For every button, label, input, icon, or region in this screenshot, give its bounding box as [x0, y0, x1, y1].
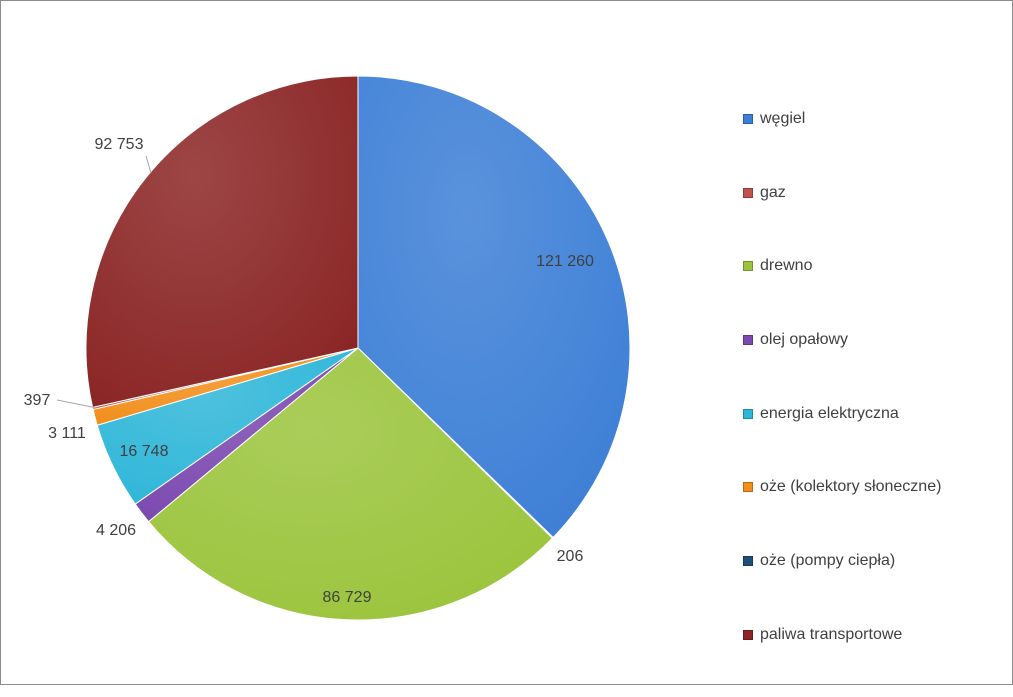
data-label-oze-pompy-ciepla: 206	[557, 548, 584, 565]
legend-swatch	[743, 335, 753, 346]
data-label-paliwa-transportowe: 92 753	[95, 136, 144, 153]
legend-item-oze-pompy-ciepla: oże (pompy ciepła)	[743, 549, 941, 573]
pie-slice-paliwa-transportowe	[85, 75, 359, 408]
legend-label: oże (pompy ciepła)	[760, 552, 896, 570]
legend-swatch	[743, 629, 753, 640]
data-label-energia-elektryczna: 16 748	[120, 443, 169, 460]
data-label-gaz: 397	[24, 392, 51, 409]
legend-item-oze-kolektory-sloneczne: oże (kolektory słoneczne)	[743, 475, 941, 499]
data-label-drewno: 86 729	[323, 589, 372, 606]
legend-swatch	[743, 261, 753, 272]
legend-item-wegiel: węgiel	[743, 107, 941, 131]
legend-swatch	[743, 556, 753, 567]
legend-label: węgiel	[760, 110, 806, 127]
legend-item-gaz: gaz	[743, 181, 941, 205]
legend-label: paliwa transportowe	[760, 625, 903, 643]
legend-swatch	[743, 114, 753, 124]
legend-item-energia-elektryczna: energia elektryczna	[743, 402, 941, 426]
legend-item-drewno: drewno	[743, 254, 941, 278]
legend-swatch	[743, 408, 753, 419]
pie-chart: 121 260 206 86 729 4 206 16 748 3 111 397 92 75…	[24, 75, 631, 621]
leader-line-gaz	[56, 399, 98, 409]
legend-label: energia elektryczna	[760, 404, 899, 422]
legend-swatch	[743, 187, 753, 198]
legend-label: gaz	[760, 183, 786, 201]
data-label-oze-kolektory-sloneczne: 3 111	[48, 425, 86, 442]
legend-swatch	[743, 482, 753, 493]
leader-line-paliwa-transportowe	[145, 155, 152, 174]
pie-slice-drewno	[147, 347, 554, 621]
legend-label: drewno	[760, 257, 813, 275]
data-label-wegiel: 121 260	[536, 253, 594, 270]
chart-legend: węgiel gaz drewno olej opałowy energia elekt…	[743, 107, 941, 697]
legend-label: olej opałowy	[760, 331, 849, 349]
pie-slice-wegiel	[357, 75, 631, 539]
data-label-olej-opalowy: 4 206	[96, 522, 136, 539]
legend-item-paliwa-transportowe: paliwa transportowe	[743, 623, 941, 647]
legend-label: oże (kolektory słoneczne)	[760, 478, 942, 496]
legend-item-olej-opalowy: olej opałowy	[743, 328, 941, 352]
